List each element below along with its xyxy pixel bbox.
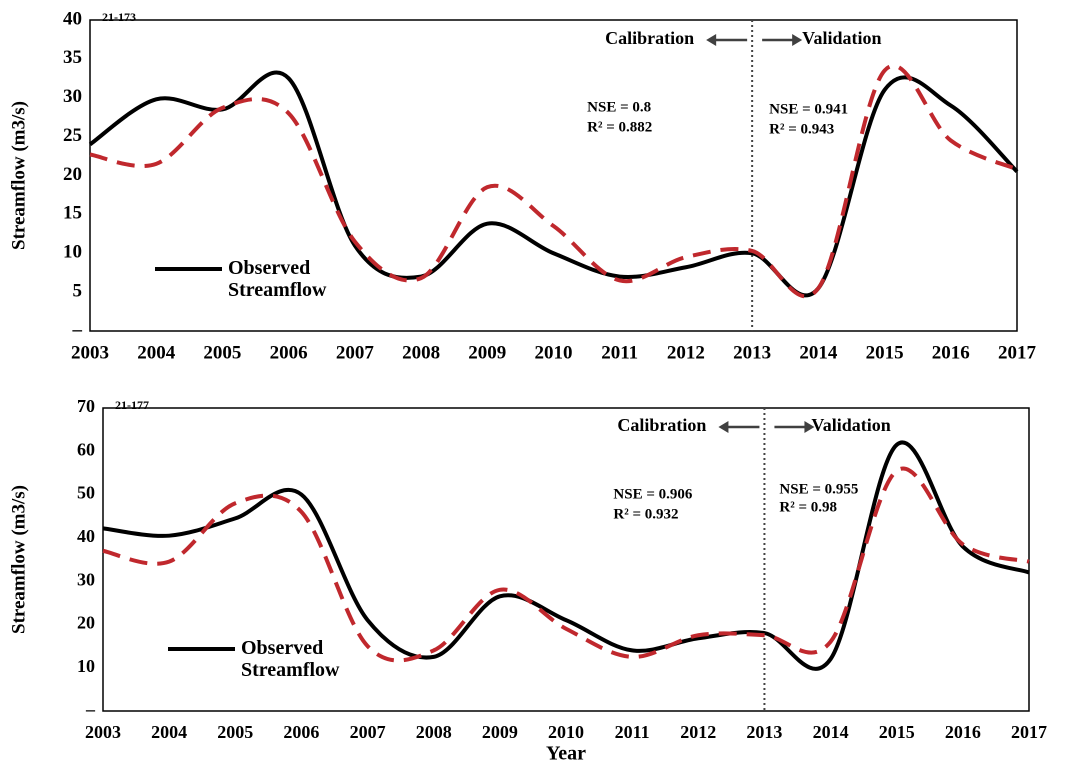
plot-frame xyxy=(89,19,1018,332)
x-tick-label: 2005 xyxy=(217,722,253,742)
y-tick-label: 10 xyxy=(77,656,95,676)
x-tick-label: 2005 xyxy=(203,342,241,363)
y-tick-label: 10 xyxy=(63,242,82,263)
x-tick-label: 2016 xyxy=(932,342,970,363)
y-tick-label: 5 xyxy=(73,280,83,301)
series-line xyxy=(102,440,1030,671)
y-axis-label: Streamflow (m3/s) xyxy=(8,485,29,634)
annotation: Calibration xyxy=(617,415,706,435)
panel-title: 21-173 xyxy=(102,10,136,24)
x-tick-label: 2003 xyxy=(71,342,109,363)
y-tick-label: – xyxy=(72,319,83,340)
arrow-right-head xyxy=(792,34,803,46)
y-tick-label: 40 xyxy=(77,526,95,546)
x-tick-label: 2006 xyxy=(270,342,308,363)
x-tick-label: 2013 xyxy=(733,342,771,363)
series-line xyxy=(88,70,1019,298)
annotation: R² = 0.98 xyxy=(779,499,837,515)
series-line xyxy=(102,466,1030,663)
x-tick-label: 2004 xyxy=(137,342,176,363)
series-line xyxy=(89,64,1018,299)
y-tick-label: 20 xyxy=(63,164,82,185)
annotation: Calibration xyxy=(605,28,694,48)
x-tick-label: 2004 xyxy=(151,722,187,742)
x-tick-label: 2016 xyxy=(945,722,981,742)
x-tick-label: 2003 xyxy=(85,722,121,742)
y-tick-label: 30 xyxy=(63,86,82,107)
annotation: Validation xyxy=(811,415,890,435)
annotation: NSE = 0.906 xyxy=(613,486,692,502)
x-tick-label: 2012 xyxy=(680,722,716,742)
x-tick-label: 2017 xyxy=(1011,722,1047,742)
x-tick-label: 2007 xyxy=(336,342,375,363)
x-tick-label: 2010 xyxy=(548,722,584,742)
x-tick-label: 2010 xyxy=(535,342,573,363)
x-tick-label: 2011 xyxy=(615,722,650,742)
annotation: R² = 0.943 xyxy=(769,121,834,137)
x-tick-label: 2007 xyxy=(350,722,386,742)
x-tick-label: 2014 xyxy=(813,722,849,742)
annotation: NSE = 0.941 xyxy=(769,101,848,117)
y-axis-label: Streamflow (m3/s) xyxy=(8,101,29,250)
arrow-left-head xyxy=(718,421,729,433)
y-tick-label: 20 xyxy=(77,613,95,633)
y-tick-label: 40 xyxy=(63,8,82,29)
x-tick-label: 2014 xyxy=(799,342,838,363)
y-tick-label: 25 xyxy=(63,125,82,146)
x-tick-label: 2008 xyxy=(402,342,440,363)
y-tick-label: 30 xyxy=(77,569,95,589)
annotation: NSE = 0.8 xyxy=(587,99,651,115)
arrow-left-head xyxy=(706,34,717,46)
y-tick-label: 70 xyxy=(77,396,95,416)
panel-title: 21-177 xyxy=(115,398,149,412)
legend-label: Observed Streamflow xyxy=(228,257,327,301)
annotation: NSE = 0.955 xyxy=(779,481,858,497)
plot-frame xyxy=(102,407,1030,712)
x-tick-label: 2009 xyxy=(468,342,506,363)
x-tick-label: 2008 xyxy=(416,722,452,742)
x-tick-label: 2009 xyxy=(482,722,518,742)
x-tick-label: 2012 xyxy=(667,342,705,363)
x-tick-label: 2015 xyxy=(866,342,904,363)
x-axis-label: Year xyxy=(546,743,586,765)
x-tick-label: 2006 xyxy=(283,722,319,742)
y-tick-label: 60 xyxy=(77,439,95,459)
annotation: R² = 0.882 xyxy=(587,119,652,135)
x-tick-label: 2013 xyxy=(746,722,782,742)
x-tick-label: 2017 xyxy=(998,342,1037,363)
arrow-right-head xyxy=(804,421,815,433)
y-tick-label: 50 xyxy=(77,483,95,503)
x-tick-label: 2011 xyxy=(601,342,638,363)
y-tick-label: 35 xyxy=(63,47,82,68)
y-tick-label: 15 xyxy=(63,203,82,224)
legend-label: Observed Streamflow xyxy=(241,637,340,681)
y-tick-label: – xyxy=(85,699,96,719)
annotation: Validation xyxy=(802,28,881,48)
x-tick-label: 2015 xyxy=(879,722,915,742)
annotation: R² = 0.932 xyxy=(613,506,678,522)
